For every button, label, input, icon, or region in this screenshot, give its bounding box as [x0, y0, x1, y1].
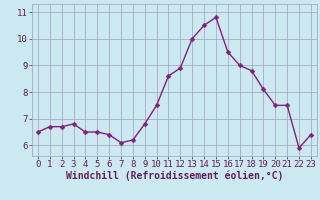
X-axis label: Windchill (Refroidissement éolien,°C): Windchill (Refroidissement éolien,°C): [66, 171, 283, 181]
